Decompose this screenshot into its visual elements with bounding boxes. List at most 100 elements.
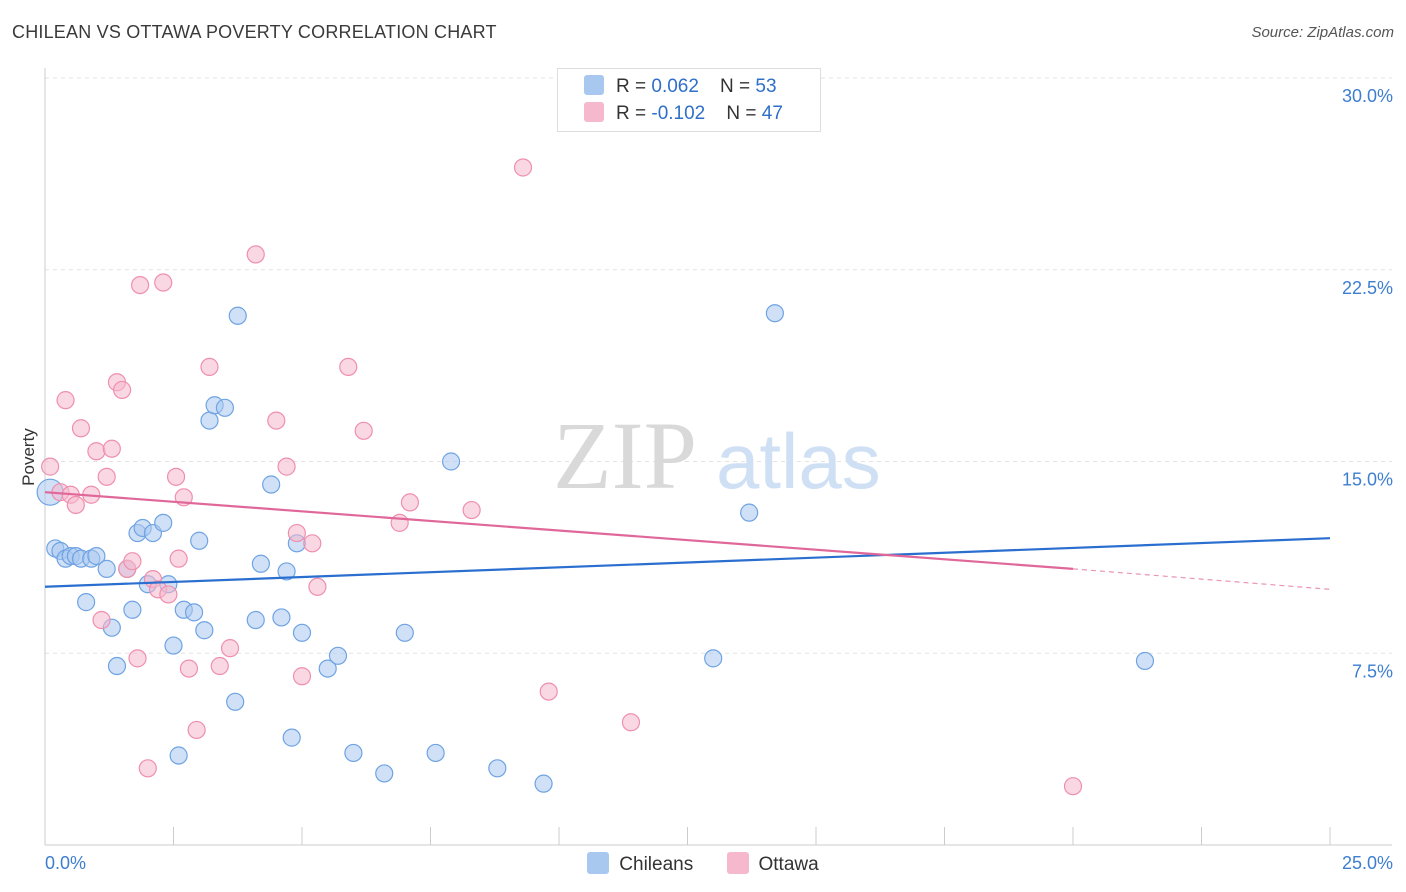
chileans-point bbox=[154, 513, 173, 532]
axis-labels: 7.5% 15.0% 22.5% 30.0% 0.0% 25.0% Poverty bbox=[19, 86, 1393, 873]
trend-lines bbox=[44, 491, 1331, 590]
correlation-legend: R = 0.062 N = 53 R = -0.102 N = 47 bbox=[557, 68, 821, 132]
chileans-point bbox=[97, 559, 116, 578]
ottawa-point bbox=[462, 500, 481, 520]
legend-n-value: 53 bbox=[755, 76, 777, 97]
legend-r-value: 0.062 bbox=[651, 76, 699, 97]
chileans-point bbox=[184, 603, 204, 622]
ottawa-point bbox=[92, 610, 111, 630]
data-points bbox=[36, 68, 1155, 796]
legend-n-label: N = bbox=[726, 103, 762, 124]
chart-title: CHILEAN VS OTTAWA POVERTY CORRELATION CH… bbox=[12, 22, 497, 42]
chileans-point bbox=[77, 593, 96, 612]
legend-r-label: R = bbox=[616, 76, 652, 97]
chileans-point bbox=[704, 649, 723, 668]
ottawa-point bbox=[130, 275, 150, 295]
ottawa-point bbox=[66, 495, 85, 515]
ottawa-point bbox=[1063, 777, 1083, 796]
chileans-point bbox=[272, 608, 291, 627]
y-tick-label: 15.0% bbox=[1342, 470, 1393, 490]
watermark-zip: ZIP bbox=[553, 402, 697, 509]
ottawa-point bbox=[539, 682, 558, 701]
chileans-point bbox=[282, 728, 301, 747]
chileans-point bbox=[123, 600, 142, 619]
series-label-ottawa: Ottawa bbox=[758, 854, 819, 875]
chileans-point bbox=[318, 659, 337, 678]
chileans-point bbox=[395, 623, 414, 642]
ottawa-point bbox=[277, 457, 296, 476]
ottawa-point bbox=[220, 639, 240, 658]
chileans-point bbox=[164, 636, 183, 655]
legend-row-ottawa: R = -0.102 N = 47 bbox=[584, 102, 783, 126]
ottawa-point bbox=[200, 357, 219, 377]
chileans-point bbox=[169, 746, 188, 765]
ottawa-point bbox=[41, 457, 60, 476]
chileans-point bbox=[534, 774, 553, 793]
watermark: ZIP atlas bbox=[553, 402, 881, 509]
grid-lines bbox=[45, 77, 1392, 654]
chileans-point bbox=[251, 554, 270, 573]
ottawa-point bbox=[210, 656, 229, 676]
chileans-point bbox=[190, 531, 209, 550]
x-tick-label: 25.0% bbox=[1342, 853, 1393, 873]
ottawa-point bbox=[154, 273, 173, 292]
watermark-atlas: atlas bbox=[716, 417, 881, 505]
chileans-point bbox=[228, 306, 247, 325]
ottawa-point bbox=[159, 585, 178, 604]
legend-row-chileans: R = 0.062 N = 53 bbox=[584, 75, 777, 99]
ottawa-point bbox=[267, 411, 286, 430]
chileans-point bbox=[262, 475, 281, 494]
chileans-point bbox=[215, 398, 234, 417]
chileans-point bbox=[740, 503, 759, 522]
ottawa-point bbox=[308, 577, 327, 596]
chileans-point bbox=[200, 411, 219, 430]
ottawa-point bbox=[339, 357, 358, 377]
chileans-point bbox=[1135, 651, 1155, 671]
series-legend-ottawa: Ottawa bbox=[726, 852, 819, 876]
ottawa-point bbox=[303, 534, 322, 553]
ottawa-point bbox=[87, 442, 106, 461]
ottawa-point bbox=[169, 549, 188, 568]
ottawa-point bbox=[187, 720, 206, 740]
chileans-point bbox=[441, 452, 461, 471]
ottawa-point bbox=[246, 245, 265, 264]
series-swatch-chileans bbox=[587, 852, 610, 874]
chileans-point bbox=[87, 546, 106, 566]
ottawa-point bbox=[292, 667, 312, 686]
series-legend: Chileans Ottawa bbox=[0, 852, 1406, 876]
ottawa-point bbox=[97, 467, 116, 486]
ottawa-point bbox=[138, 759, 157, 778]
chileans-point bbox=[765, 304, 784, 323]
ottawa-point bbox=[56, 391, 75, 410]
chileans-trend-line bbox=[44, 537, 1331, 588]
chileans-point bbox=[375, 764, 394, 783]
chileans-point bbox=[328, 646, 348, 665]
y-tick-label: 7.5% bbox=[1352, 661, 1393, 681]
chileans-point bbox=[246, 610, 265, 630]
legend-n-value: 47 bbox=[761, 103, 783, 124]
ottawa-point bbox=[179, 659, 199, 678]
ottawa-trend-line bbox=[44, 491, 1074, 570]
ottawa-point bbox=[128, 649, 147, 668]
series-legend-chileans: Chileans bbox=[587, 852, 693, 876]
series-label-chileans: Chileans bbox=[619, 854, 694, 875]
ottawa-point bbox=[112, 380, 132, 400]
chileans-point bbox=[277, 562, 296, 581]
ottawa-point bbox=[102, 439, 121, 458]
legend-swatch-ottawa bbox=[584, 102, 604, 122]
x-tick-label: 0.0% bbox=[45, 853, 86, 873]
axes bbox=[44, 68, 1392, 846]
source-label: Source: ZipAtlas.com bbox=[1251, 24, 1394, 41]
y-tick-label: 30.0% bbox=[1342, 86, 1393, 106]
chileans-point bbox=[195, 621, 214, 640]
legend-n-label: N = bbox=[720, 76, 756, 97]
y-tick-label: 22.5% bbox=[1342, 278, 1393, 298]
ottawa-point bbox=[123, 552, 142, 571]
ottawa-point bbox=[400, 493, 420, 512]
chileans-point bbox=[344, 743, 363, 763]
ottawa-point bbox=[513, 158, 533, 177]
legend-r-value: -0.102 bbox=[651, 103, 706, 124]
chileans-point bbox=[426, 743, 445, 763]
legend-r-label: R = bbox=[616, 103, 652, 124]
